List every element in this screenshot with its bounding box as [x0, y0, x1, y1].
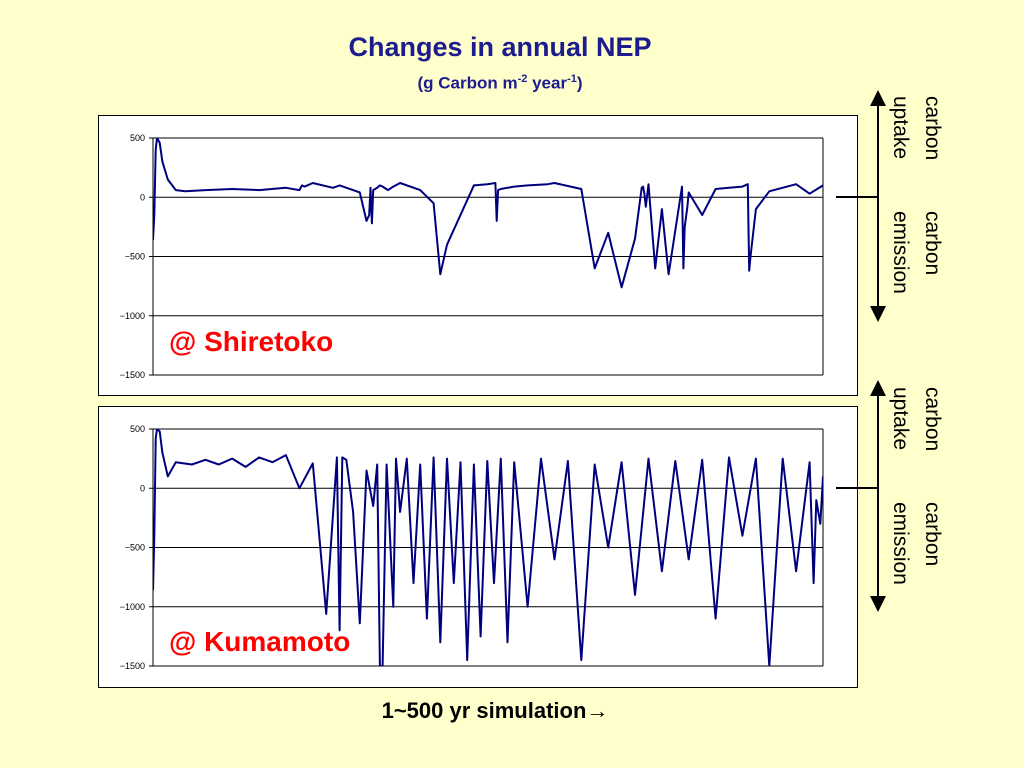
- nep-series-line: [153, 138, 823, 289]
- y-tick-label: 0: [140, 192, 145, 202]
- x-axis-note: 1~500 yr simulation→: [381, 698, 609, 723]
- y-tick-label: −1500: [120, 370, 145, 380]
- chart-subtitle: (g Carbon m-2 year-1): [0, 73, 1000, 94]
- shiretoko-chart-panel: 500 0 −500 −1000 −1500 @ Shiretoko: [98, 115, 858, 396]
- shiretoko-site-label: @ Shiretoko: [169, 326, 334, 357]
- y-tick-label: 500: [130, 133, 145, 143]
- shiretoko-chart-svg: 500 0 −500 −1000 −1500: [120, 133, 824, 380]
- subtitle-exponent-2: -1: [567, 73, 577, 85]
- uptake-word-uptake: uptake: [889, 96, 912, 160]
- y-tick-label: −500: [125, 543, 145, 553]
- subtitle-exponent-1: -2: [517, 73, 528, 85]
- subtitle-prefix: (g Carbon m: [417, 73, 518, 93]
- y-tick-label: −1500: [120, 661, 145, 671]
- emission-word-carbon: carbon: [921, 211, 944, 276]
- y-tick-label: −500: [125, 252, 145, 262]
- y-tick-label: 500: [130, 424, 145, 434]
- carbon-emission-label-2: carbon emission: [884, 502, 948, 585]
- y-tick-label: −1000: [120, 602, 145, 612]
- y-tick-label: −1000: [120, 311, 145, 321]
- carbon-uptake-label-2: carbon uptake: [884, 387, 948, 451]
- emission-word-emission: emission: [889, 211, 912, 294]
- uptake-word-carbon: carbon: [921, 387, 944, 452]
- carbon-emission-label-1: carbon emission: [884, 211, 948, 294]
- y-tick-label: 0: [140, 483, 145, 493]
- subtitle-suffix: ): [576, 73, 583, 93]
- uptake-word-uptake: uptake: [889, 387, 912, 451]
- kumamoto-chart-svg: 500 0 −500 −1000 −1500: [120, 424, 824, 671]
- nep-series-line: [153, 429, 823, 666]
- carbon-uptake-label-1: carbon uptake: [884, 96, 948, 160]
- kumamoto-chart-panel: 500 0 −500 −1000 −1500 @ Kumamoto: [98, 406, 858, 688]
- emission-word-emission: emission: [889, 502, 912, 585]
- emission-word-carbon: carbon: [921, 502, 944, 567]
- uptake-word-carbon: carbon: [921, 96, 944, 161]
- subtitle-mid: year: [527, 73, 568, 93]
- kumamoto-site-label: @ Kumamoto: [169, 626, 351, 657]
- chart-title: Changes in annual NEP: [348, 32, 652, 62]
